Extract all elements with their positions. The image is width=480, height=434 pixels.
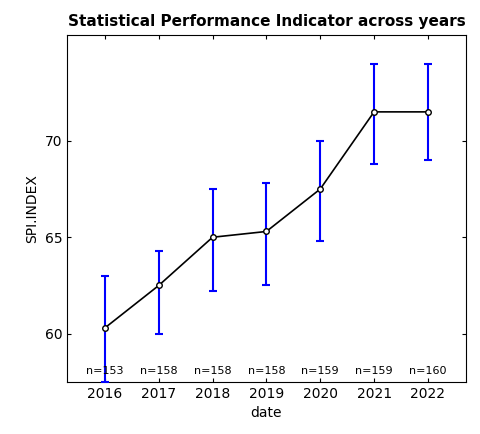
Title: Statistical Performance Indicator across years: Statistical Performance Indicator across… [68,14,465,30]
X-axis label: date: date [251,406,282,421]
Text: n=158: n=158 [140,366,178,376]
Y-axis label: SPI.INDEX: SPI.INDEX [25,174,39,243]
Text: n=153: n=153 [86,366,124,376]
Text: n=158: n=158 [194,366,231,376]
Text: n=160: n=160 [409,366,447,376]
Text: n=158: n=158 [248,366,285,376]
Text: n=159: n=159 [301,366,339,376]
Text: n=159: n=159 [355,366,393,376]
